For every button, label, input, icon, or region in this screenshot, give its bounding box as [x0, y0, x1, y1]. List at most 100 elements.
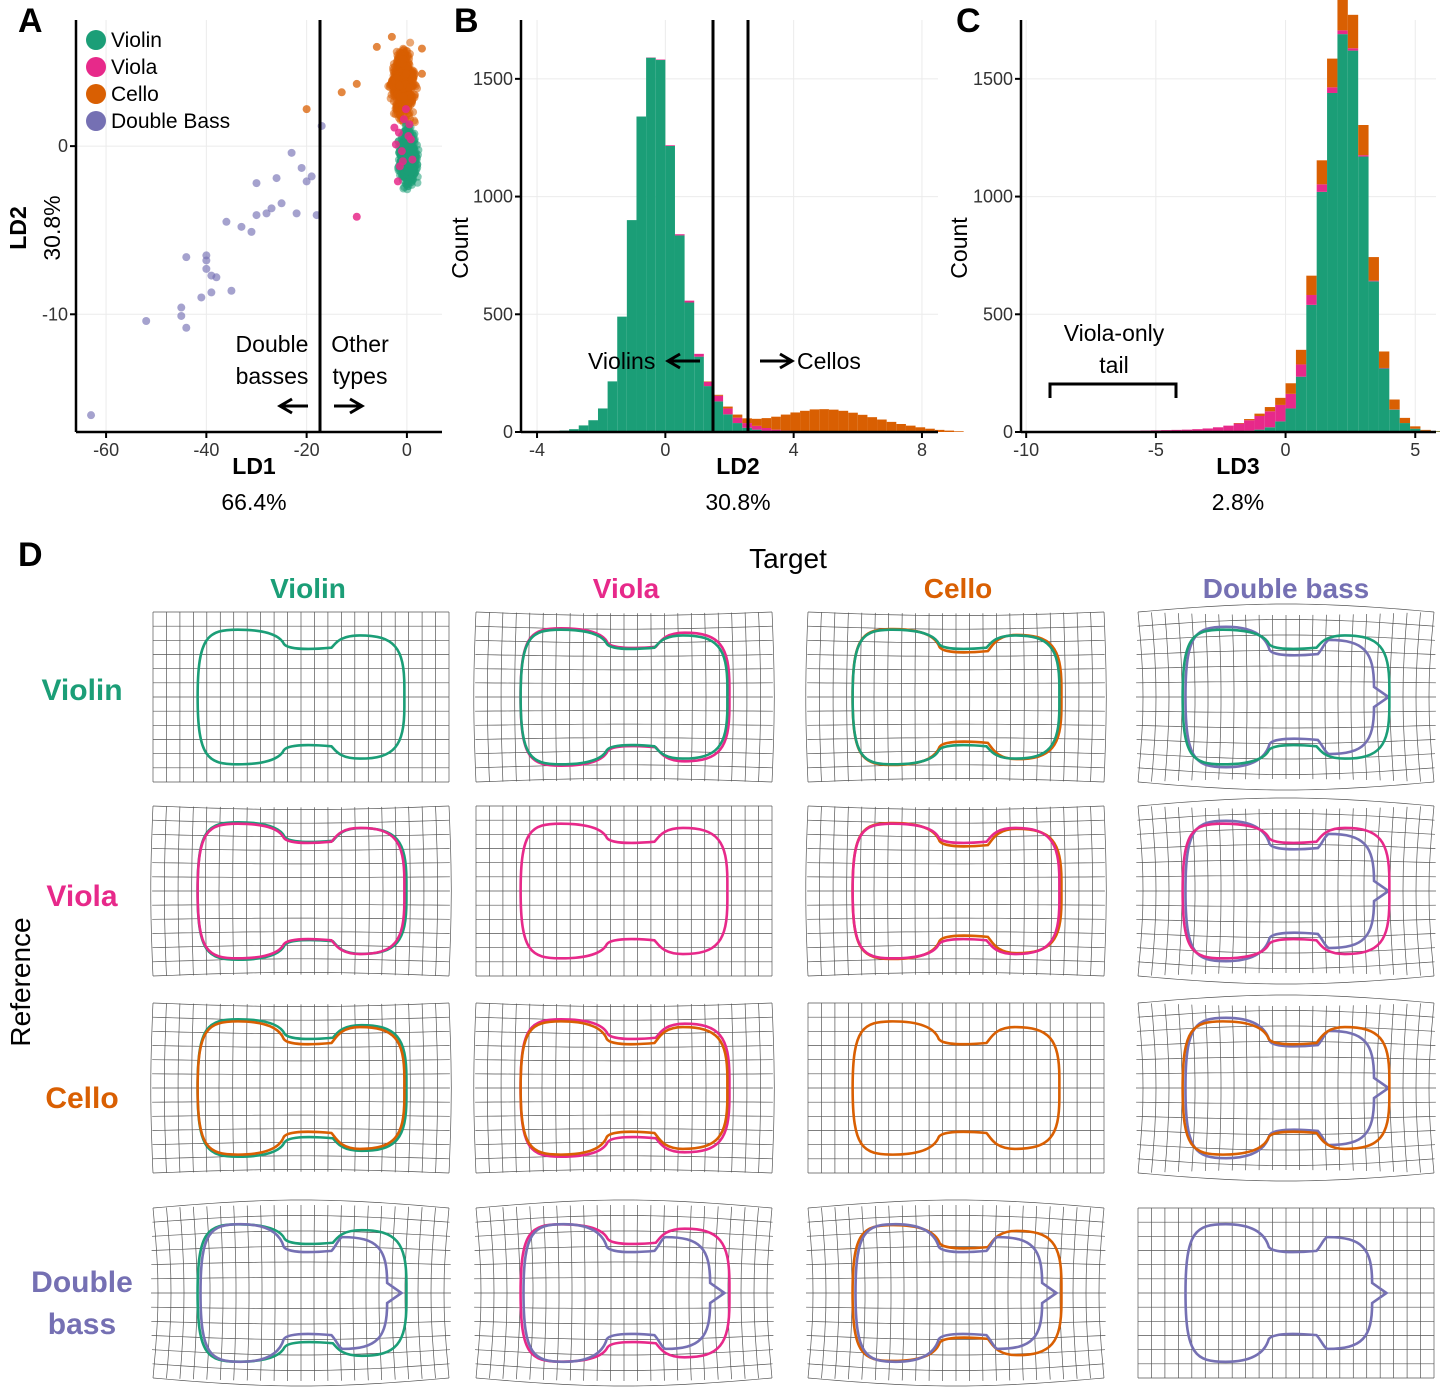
warp-grid-line [771, 1002, 775, 1174]
warp-grid-line [475, 1101, 773, 1103]
bar-cello [857, 414, 868, 432]
warp-cell-viola-to-bass [1136, 797, 1436, 985]
warp-grid-line [1137, 767, 1435, 775]
legend-violin-dot [86, 30, 106, 50]
warp-grid-line [807, 1199, 1105, 1209]
panel-a-legend: Violin Viola Cello Double Bass [86, 29, 230, 133]
warp-cell-viola-to-viola [475, 805, 773, 977]
bar-violin [569, 429, 579, 432]
point-bass [292, 209, 301, 218]
warp-grid-line [475, 611, 773, 616]
bar-violin [607, 381, 618, 432]
bar-cello [780, 414, 791, 431]
bar-violin [674, 235, 685, 432]
bar-cello [751, 418, 762, 426]
y-tick-label: -10 [42, 304, 68, 324]
bar-cello [1399, 417, 1411, 424]
point-bass [222, 217, 231, 226]
warp-grid-line [807, 611, 1105, 616]
bar-violin [665, 145, 675, 432]
bar-cello [771, 416, 781, 430]
point-bass [197, 293, 206, 302]
warp-grid-line [152, 1141, 450, 1146]
bar-cello [1327, 58, 1338, 88]
bar-cello [954, 431, 964, 432]
x-tick-label: 8 [917, 440, 927, 460]
warp-grid-line [807, 904, 1105, 906]
column-label-double-bass: Double bass [1203, 573, 1369, 604]
bar-violin [646, 57, 656, 432]
bar-violin [626, 220, 637, 432]
point-viola [399, 115, 408, 124]
point-bass [272, 174, 281, 183]
warp-cell-bass-to-viola [474, 1199, 774, 1387]
warp-grid-line [473, 611, 477, 783]
point-viola [408, 155, 417, 164]
bar-violin [1327, 92, 1338, 433]
warp-grid-line [806, 1230, 1106, 1237]
panel-a-scatter: -60 -40 -20 0 0 -10 Violin Viola Cello Double… [5, 20, 442, 515]
warp-grid-line [475, 723, 773, 726]
bar-viola [1347, 48, 1359, 51]
warp-grid-line [1137, 961, 1435, 969]
warp-grid-line [1137, 1172, 1435, 1182]
bar-viola [1254, 415, 1265, 430]
legend-viola-label: Viola [111, 56, 158, 79]
outline-reference-cello [519, 1020, 729, 1156]
bar-viola [771, 429, 781, 432]
bar-viola [1192, 429, 1203, 432]
bar-violin [1410, 428, 1421, 432]
point-cello [402, 69, 411, 78]
point-viola [390, 123, 399, 132]
y-tick-label: 1000 [973, 187, 1013, 207]
panel-a-ylabel: LD2 [5, 206, 31, 249]
outline-target-violin [196, 1017, 408, 1159]
warp-grid-line [448, 805, 452, 977]
point-viola [398, 157, 407, 166]
warp-grid-line [807, 944, 1105, 949]
warp-grid-line [807, 876, 1105, 878]
outline-reference-violin [851, 628, 1061, 766]
bar-viola [1264, 411, 1276, 428]
bar-cello [723, 406, 733, 409]
bar-cello [1368, 257, 1379, 281]
warp-grid-line [805, 805, 809, 977]
outline-target-viola [519, 1222, 731, 1364]
panel-a-annotation-double: Double [236, 331, 309, 357]
y-tick-label: 500 [983, 304, 1013, 324]
warp-grid-line [151, 1349, 451, 1356]
point-bass [287, 148, 296, 157]
warp-grid-line [807, 1377, 1105, 1387]
column-label-viola: Viola [593, 573, 660, 604]
bar-violin [597, 408, 608, 432]
warp-grid-line [807, 750, 1105, 755]
bar-violin [703, 386, 714, 432]
bar-cello [915, 427, 926, 432]
point-bass [267, 204, 276, 213]
warp-grid-line [475, 1169, 773, 1174]
bar-viola [751, 425, 762, 430]
warp-grid-line [152, 1199, 450, 1209]
bar-viola [1223, 425, 1234, 432]
panel-a-annotation-types: types [333, 363, 388, 389]
warp-grid-line [1136, 1025, 1436, 1032]
y-tick-label: 1000 [473, 187, 513, 207]
bar-cello [934, 429, 945, 432]
outline-reference-viola [519, 822, 729, 960]
point-bass [307, 172, 316, 181]
bar-cello [1337, 0, 1348, 31]
bar-cello [925, 428, 935, 432]
warp-grid-line [152, 958, 450, 963]
panel-c-xlabel: LD3 [1216, 453, 1259, 479]
outline-reference-bass [854, 1222, 1059, 1364]
warp-grid-line [1136, 753, 1436, 760]
bar-viola [665, 145, 675, 146]
bar-violin [684, 302, 695, 432]
row-label-double: Double [31, 1266, 133, 1299]
point-bass [302, 177, 311, 186]
left-arrow-icon [277, 397, 308, 415]
bar-cello [1275, 397, 1286, 405]
bar-violin [617, 316, 627, 432]
warp-grid-line [807, 805, 1105, 810]
